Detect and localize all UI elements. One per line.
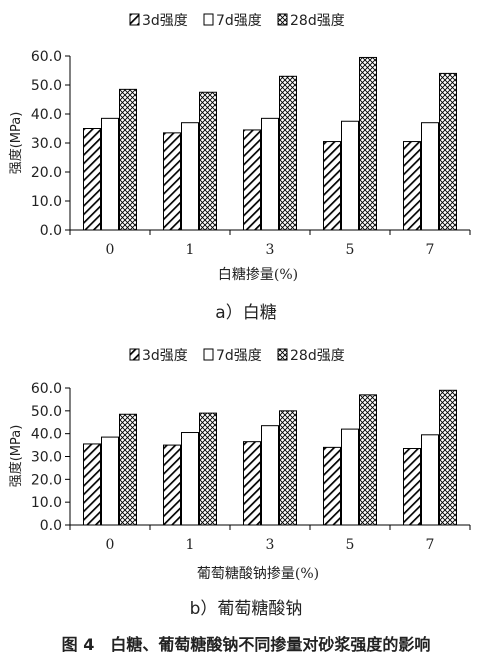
bar-a-s0-c3 [323,141,341,231]
bar-b-s2-c2 [279,410,297,526]
y-axis-title-a: 强度(MPa) [8,112,24,175]
bar-b-s0-c2 [243,441,261,526]
y-tick-label-b-3: 30.0 [31,450,62,466]
bars-b [83,389,457,526]
legend-label-a-1: 7d强度 [216,13,262,29]
y-tick-label-a-3: 30.0 [31,136,62,152]
bar-b-s2-c3 [359,394,377,526]
y-tick-label-b-6: 60.0 [31,381,62,397]
legend-label-a-2: 28d强度 [290,13,345,29]
bar-b-s1-c1 [181,432,199,526]
subtitle-a: a）白糖 [215,303,276,323]
x-tick-label-b-3: 5 [346,537,355,553]
chart-sodium-gluconate: 3d强度 7d强度 28d强度 0.0 10.0 20.0 30.0 40.0 50.0 60.… [8,348,471,619]
subtitle-b: b）葡萄糖酸钠 [190,599,303,619]
bar-b-s1-c0 [101,436,119,526]
bar-b-s1-c2 [261,425,279,526]
x-tick-label-a-4: 7 [426,242,435,258]
y-tick-label-a-0: 0.0 [40,223,62,239]
legend-swatch-a-1 [203,13,214,26]
bar-a-s1-c4 [421,122,439,231]
bar-b-s0-c0 [83,443,101,526]
bar-b-s2-c1 [199,412,217,526]
x-tick-label-a-2: 3 [266,242,275,258]
axes-b: 0.0 10.0 20.0 30.0 40.0 50.0 60.0 0 1 3 5 7 [31,381,471,553]
bar-a-s2-c4 [439,72,457,231]
bar-a-s0-c1 [163,132,181,231]
x-tick-label-b-0: 0 [106,537,115,553]
bar-b-s0-c4 [403,448,421,526]
y-tick-label-a-1: 10.0 [31,194,62,210]
y-tick-label-a-5: 50.0 [31,78,62,94]
y-tick-label-b-1: 10.0 [31,495,62,511]
bars-a [83,56,457,231]
legend-swatch-b-2 [277,348,288,361]
y-tick-label-b-4: 40.0 [31,427,62,443]
bar-a-s0-c2 [243,129,261,231]
legend-label-b-0: 3d强度 [142,348,188,364]
legend-label-a-0: 3d强度 [142,13,188,29]
bar-a-s2-c3 [359,56,377,231]
bar-a-s2-c2 [279,75,297,231]
x-tick-label-a-0: 0 [106,242,115,258]
y-tick-label-a-2: 20.0 [31,165,62,181]
x-tick-label-a-3: 5 [346,242,355,258]
y-tick-label-a-6: 60.0 [31,49,62,65]
legend-label-b-1: 7d强度 [216,348,262,364]
x-tick-label-a-1: 1 [186,242,195,258]
figure-caption: 图 4 白糖、葡萄糖酸钠不同掺量对砂浆强度的影响 [62,635,431,654]
bar-a-s1-c0 [101,117,119,231]
bar-a-s2-c0 [119,88,137,231]
bar-b-s1-c3 [341,428,359,526]
x-axis-title-b: 葡萄糖酸钠掺量(%) [197,565,319,582]
legend-swatch-a-0 [129,13,140,26]
bar-a-s0-c4 [403,141,421,231]
bar-b-s0-c1 [163,444,181,526]
x-tick-label-b-2: 3 [266,537,275,553]
x-axis-title-a: 白糖掺量(%) [218,266,298,283]
y-tick-label-b-0: 0.0 [40,518,62,534]
bar-b-s2-c4 [439,389,457,526]
bar-a-s0-c0 [83,128,101,231]
legend-b: 3d强度 7d强度 28d强度 [129,348,345,364]
axes-a: 0.0 10.0 20.0 30.0 40.0 50.0 60.0 0 1 3 5 7 [31,49,471,258]
bar-a-s1-c2 [261,117,279,231]
y-tick-label-b-2: 20.0 [31,472,62,488]
bar-a-s1-c3 [341,120,359,231]
chart-white-sugar: 3d强度 7d强度 28d强度 0.0 10.0 20.0 30.0 40.0 50.0 60.… [8,13,471,323]
legend-a: 3d强度 7d强度 28d强度 [129,13,345,29]
bar-b-s1-c4 [421,434,439,526]
bar-a-s1-c1 [181,122,199,231]
x-tick-label-b-4: 7 [426,537,435,553]
legend-swatch-b-0 [129,348,140,361]
bar-a-s2-c1 [199,91,217,231]
bar-b-s0-c3 [323,446,341,526]
y-axis-title-b: 强度(MPa) [8,425,24,488]
legend-swatch-a-2 [277,13,288,26]
y-tick-label-a-4: 40.0 [31,107,62,123]
y-tick-label-b-5: 50.0 [31,404,62,420]
legend-label-b-2: 28d强度 [290,348,345,364]
x-tick-label-b-1: 1 [186,537,195,553]
legend-swatch-b-1 [203,348,214,361]
bar-b-s2-c0 [119,413,137,526]
